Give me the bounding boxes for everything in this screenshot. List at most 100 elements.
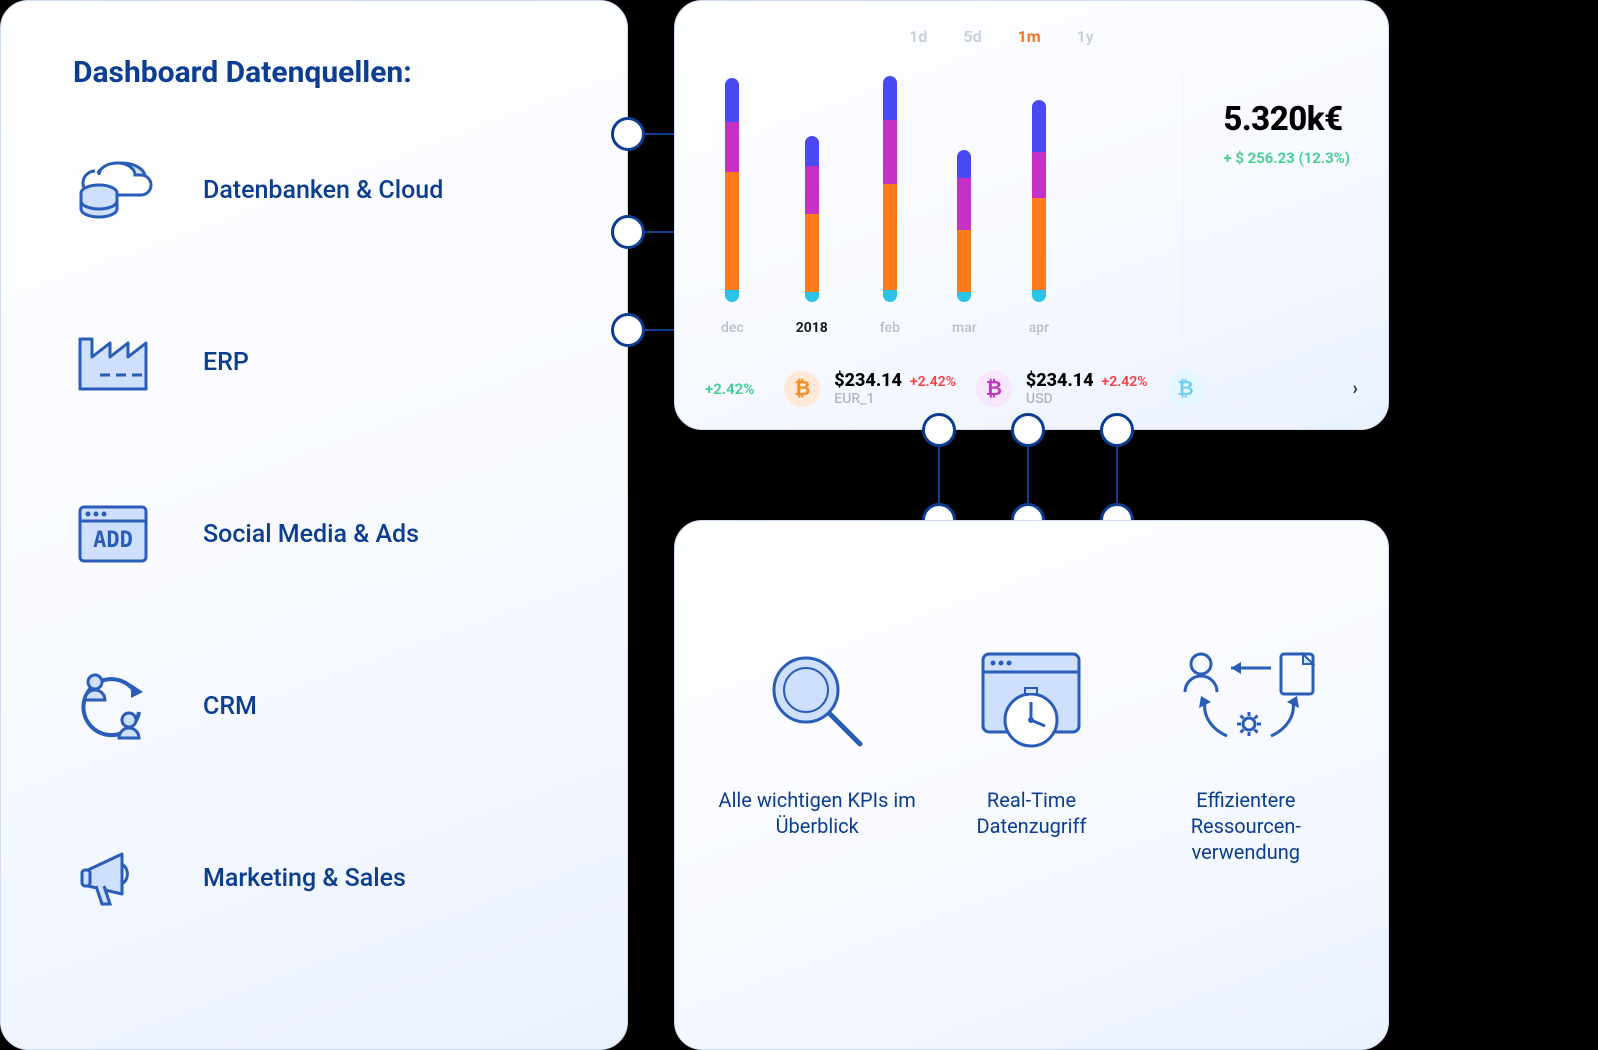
tab-1m[interactable]: 1m <box>1018 27 1041 46</box>
source-label: Marketing & Sales <box>203 864 406 893</box>
currency-text: $234.14 +2.42%EUR_1 <box>834 370 956 407</box>
bar-segment <box>883 290 897 302</box>
bar-chart: dec 2018 feb mar apr <box>705 76 1049 336</box>
source-item-erp: ERP <box>73 322 587 402</box>
bar-segment <box>725 172 739 290</box>
stacked-bar <box>883 76 897 302</box>
bitcoin-icon: ₿ <box>1168 371 1204 407</box>
svg-text:ADD: ADD <box>93 528 133 553</box>
bar-segment <box>883 120 897 184</box>
currency-change: +2.42% <box>910 374 956 390</box>
bar-segment <box>957 150 971 178</box>
browser-stopwatch-icon <box>971 641 1091 761</box>
bar-segment <box>957 230 971 292</box>
bitcoin-icon: ₿ <box>784 371 820 407</box>
bar-segment <box>805 166 819 214</box>
currency-row: +2.42% ₿$234.14+2.42%EUR_1₿$234.14+2.42%… <box>705 370 1358 407</box>
bar-label: 2018 <box>796 320 828 336</box>
currency-value: $234.14 <box>834 370 902 391</box>
browser-add-icon: ADD <box>73 494 153 574</box>
bar-column: feb <box>880 76 900 336</box>
bar-segment <box>883 76 897 120</box>
magnifier-icon <box>762 641 872 761</box>
source-label: ERP <box>203 348 249 377</box>
benefit-label: Real-Time Datenzugriff <box>931 787 1131 839</box>
summary-block: 5.320k€ + $ 256.23 (12.3%) <box>1182 76 1358 336</box>
bar-segment <box>1032 198 1046 290</box>
currency-value: $234.14 <box>1026 370 1094 391</box>
stacked-bar <box>1032 100 1046 302</box>
connector-line <box>1027 447 1029 507</box>
currency-symbol: EUR_1 <box>834 391 956 407</box>
bar-segment <box>883 184 897 290</box>
bar-label: feb <box>880 320 900 336</box>
stacked-bar <box>957 150 971 302</box>
stacked-bar <box>725 78 739 302</box>
connector-line <box>938 447 940 507</box>
benefit-label: Effizientere Ressourcen­verwendung <box>1146 787 1346 865</box>
time-range-tabs: 1d 5d 1m 1y <box>645 27 1358 46</box>
bar-segment <box>1032 100 1046 152</box>
stacked-bar <box>805 136 819 302</box>
factory-icon <box>73 322 153 402</box>
bar-label: apr <box>1029 320 1049 336</box>
bar-segment <box>805 136 819 166</box>
leading-change: +2.42% <box>705 380 754 398</box>
benefits-panel: Alle wichtigen KPIs im Überblick Real-Ti… <box>674 520 1389 1050</box>
source-item-marketing: Marketing & Sales <box>73 838 587 918</box>
bitcoin-icon: ₿ <box>976 371 1012 407</box>
crm-cycle-icon <box>73 666 153 746</box>
tab-1d[interactable]: 1d <box>909 27 927 46</box>
source-label: Social Media & Ads <box>203 520 419 549</box>
bar-column: mar <box>952 76 977 336</box>
summary-value: 5.320k€ <box>1223 100 1350 139</box>
currency-item[interactable]: ₿ $234.14 +2.42%EUR_1 <box>784 370 956 407</box>
chart-row: dec 2018 feb mar apr 5.320k€ + $ 256.23 (12.… <box>705 76 1358 336</box>
bar-label: mar <box>952 320 977 336</box>
benefits-row: Alle wichtigen KPIs im Überblick Real-Ti… <box>715 641 1348 865</box>
connector-node-icon <box>611 215 645 249</box>
bar-segment <box>1032 152 1046 198</box>
bar-segment <box>957 292 971 302</box>
source-label: Datenbanken & Cloud <box>203 176 443 205</box>
source-item-social: ADD Social Media & Ads <box>73 494 587 574</box>
currency-text: $234.14 +2.42%USD <box>1026 370 1148 407</box>
connector-node-icon <box>1100 413 1134 447</box>
summary-delta: + $ 256.23 (12.3%) <box>1223 149 1350 167</box>
source-list: Datenbanken & Cloud ERP <box>73 150 587 918</box>
tab-5d[interactable]: 5d <box>963 27 981 46</box>
user-doc-cycle-icon <box>1171 641 1321 761</box>
source-item-crm: CRM <box>73 666 587 746</box>
database-cloud-icon <box>73 150 153 230</box>
source-item-databases: Datenbanken & Cloud <box>73 150 587 230</box>
megaphone-icon <box>73 838 153 918</box>
panel-title: Dashboard Datenquellen: <box>73 55 587 90</box>
bar-segment <box>805 214 819 292</box>
connector-node-icon <box>611 313 645 347</box>
bar-segment <box>725 290 739 302</box>
benefit-label: Alle wichtigen KPIs im Überblick <box>717 787 917 839</box>
tab-1y[interactable]: 1y <box>1077 27 1094 46</box>
currency-change: +2.42% <box>1102 374 1148 390</box>
bar-column: dec <box>721 76 744 336</box>
bar-segment <box>725 78 739 122</box>
bar-label: dec <box>721 320 744 336</box>
benefit-efficiency: Effizientere Ressourcen­verwendung <box>1146 641 1346 865</box>
chart-panel: 1d 5d 1m 1y dec 2018 feb mar apr 5.320k€ + $… <box>674 0 1389 430</box>
bar-segment <box>1032 290 1046 302</box>
bar-column: 2018 <box>796 76 828 336</box>
benefit-kpis: Alle wichtigen KPIs im Überblick <box>717 641 917 839</box>
connector-line <box>1116 447 1118 507</box>
data-sources-panel: Dashboard Datenquellen: Datenbanken & Cl… <box>0 0 628 1050</box>
chevron-right-icon[interactable]: › <box>1353 378 1358 399</box>
currency-symbol: USD <box>1026 391 1148 407</box>
currency-item[interactable]: ₿ $234.14 +2.42%USD <box>976 370 1148 407</box>
connector-node-icon <box>922 413 956 447</box>
connector-node-icon <box>611 117 645 151</box>
benefit-realtime: Real-Time Datenzugriff <box>931 641 1131 839</box>
currency-item[interactable]: ₿ <box>1168 371 1204 407</box>
source-label: CRM <box>203 692 257 721</box>
connector-node-icon <box>1011 413 1045 447</box>
bar-column: apr <box>1029 76 1049 336</box>
bar-segment <box>725 122 739 172</box>
